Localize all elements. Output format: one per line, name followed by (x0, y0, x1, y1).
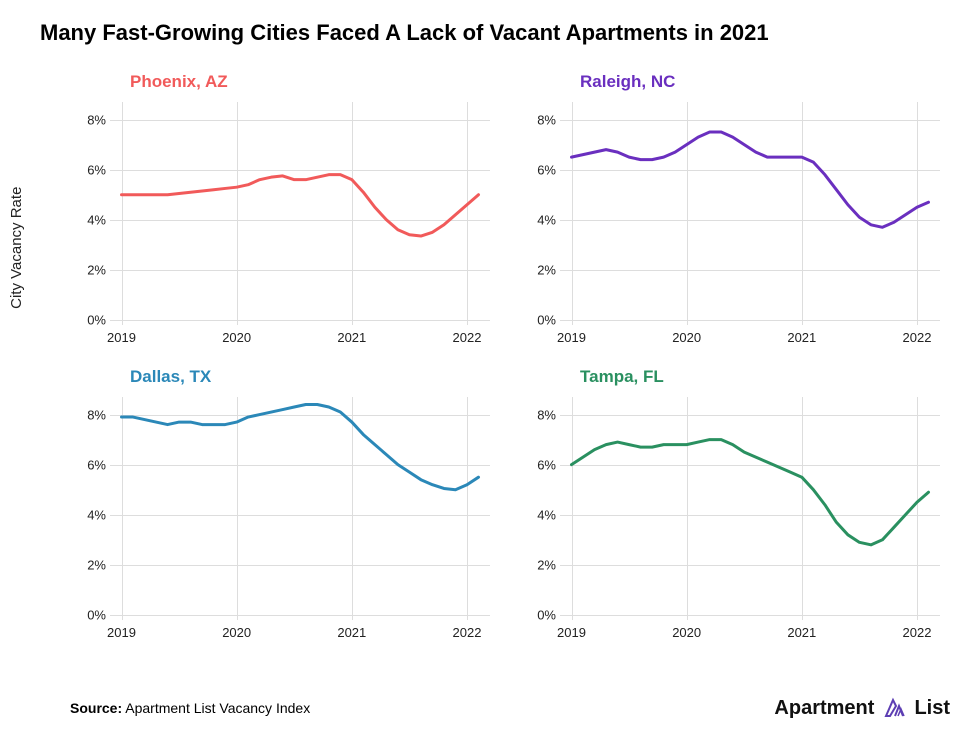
series-line (110, 102, 490, 325)
source-label: Source: (70, 700, 122, 716)
y-tick-label: 4% (72, 212, 106, 227)
x-tick-label: 2021 (787, 330, 816, 345)
y-tick-label: 8% (72, 112, 106, 127)
panel-raleigh-nc: Raleigh, NC0%2%4%6%8%2019202020212022 (520, 60, 950, 355)
x-tick-label: 2020 (672, 330, 701, 345)
x-tick-label: 2020 (222, 330, 251, 345)
x-tick-label: 2020 (222, 625, 251, 640)
y-axis-label: City Vacancy Rate (8, 187, 25, 309)
y-tick-label: 2% (522, 557, 556, 572)
y-tick-label: 8% (522, 407, 556, 422)
x-tick-label: 2022 (453, 625, 482, 640)
source-line: Source: Apartment List Vacancy Index (70, 700, 310, 716)
x-tick-label: 2019 (107, 330, 136, 345)
x-tick-label: 2019 (557, 625, 586, 640)
plot-area: 0%2%4%6%8%2019202020212022 (110, 397, 490, 620)
x-tick-label: 2021 (337, 330, 366, 345)
series-line (560, 102, 940, 325)
y-tick-label: 4% (522, 212, 556, 227)
y-tick-label: 0% (72, 312, 106, 327)
y-tick-label: 4% (522, 507, 556, 522)
source-text: Apartment List Vacancy Index (125, 700, 310, 716)
series-line (560, 397, 940, 620)
plot-area: 0%2%4%6%8%2019202020212022 (560, 397, 940, 620)
chart-title: Many Fast-Growing Cities Faced A Lack of… (40, 20, 769, 46)
y-tick-label: 2% (72, 557, 106, 572)
x-tick-label: 2019 (107, 625, 136, 640)
chart-grid: Phoenix, AZ0%2%4%6%8%2019202020212022Ral… (70, 60, 950, 650)
y-tick-label: 0% (522, 607, 556, 622)
y-tick-label: 6% (72, 162, 106, 177)
y-tick-label: 6% (522, 457, 556, 472)
panel-phoenix-az: Phoenix, AZ0%2%4%6%8%2019202020212022 (70, 60, 500, 355)
panel-tampa-fl: Tampa, FL0%2%4%6%8%2019202020212022 (520, 355, 950, 650)
x-tick-label: 2022 (903, 625, 932, 640)
y-tick-label: 4% (72, 507, 106, 522)
panel-title: Phoenix, AZ (130, 72, 228, 92)
y-tick-label: 0% (72, 607, 106, 622)
x-tick-label: 2019 (557, 330, 586, 345)
panel-title: Raleigh, NC (580, 72, 675, 92)
panel-title: Tampa, FL (580, 367, 664, 387)
logo-text-1: Apartment (774, 697, 874, 720)
y-tick-label: 2% (522, 262, 556, 277)
y-tick-label: 2% (72, 262, 106, 277)
footer: Source: Apartment List Vacancy Index Apa… (70, 694, 950, 722)
logo-text-2: List (914, 697, 950, 720)
y-tick-label: 8% (522, 112, 556, 127)
x-tick-label: 2021 (787, 625, 816, 640)
plot-area: 0%2%4%6%8%2019202020212022 (560, 102, 940, 325)
plot-area: 0%2%4%6%8%2019202020212022 (110, 102, 490, 325)
panel-title: Dallas, TX (130, 367, 211, 387)
x-tick-label: 2022 (453, 330, 482, 345)
series-line (110, 397, 490, 620)
y-tick-label: 6% (522, 162, 556, 177)
y-tick-label: 0% (522, 312, 556, 327)
y-tick-label: 6% (72, 457, 106, 472)
logo-icon (880, 694, 908, 722)
panel-dallas-tx: Dallas, TX0%2%4%6%8%2019202020212022 (70, 355, 500, 650)
x-tick-label: 2021 (337, 625, 366, 640)
y-tick-label: 8% (72, 407, 106, 422)
x-tick-label: 2020 (672, 625, 701, 640)
brand-logo: Apartment List (774, 694, 950, 722)
x-tick-label: 2022 (903, 330, 932, 345)
